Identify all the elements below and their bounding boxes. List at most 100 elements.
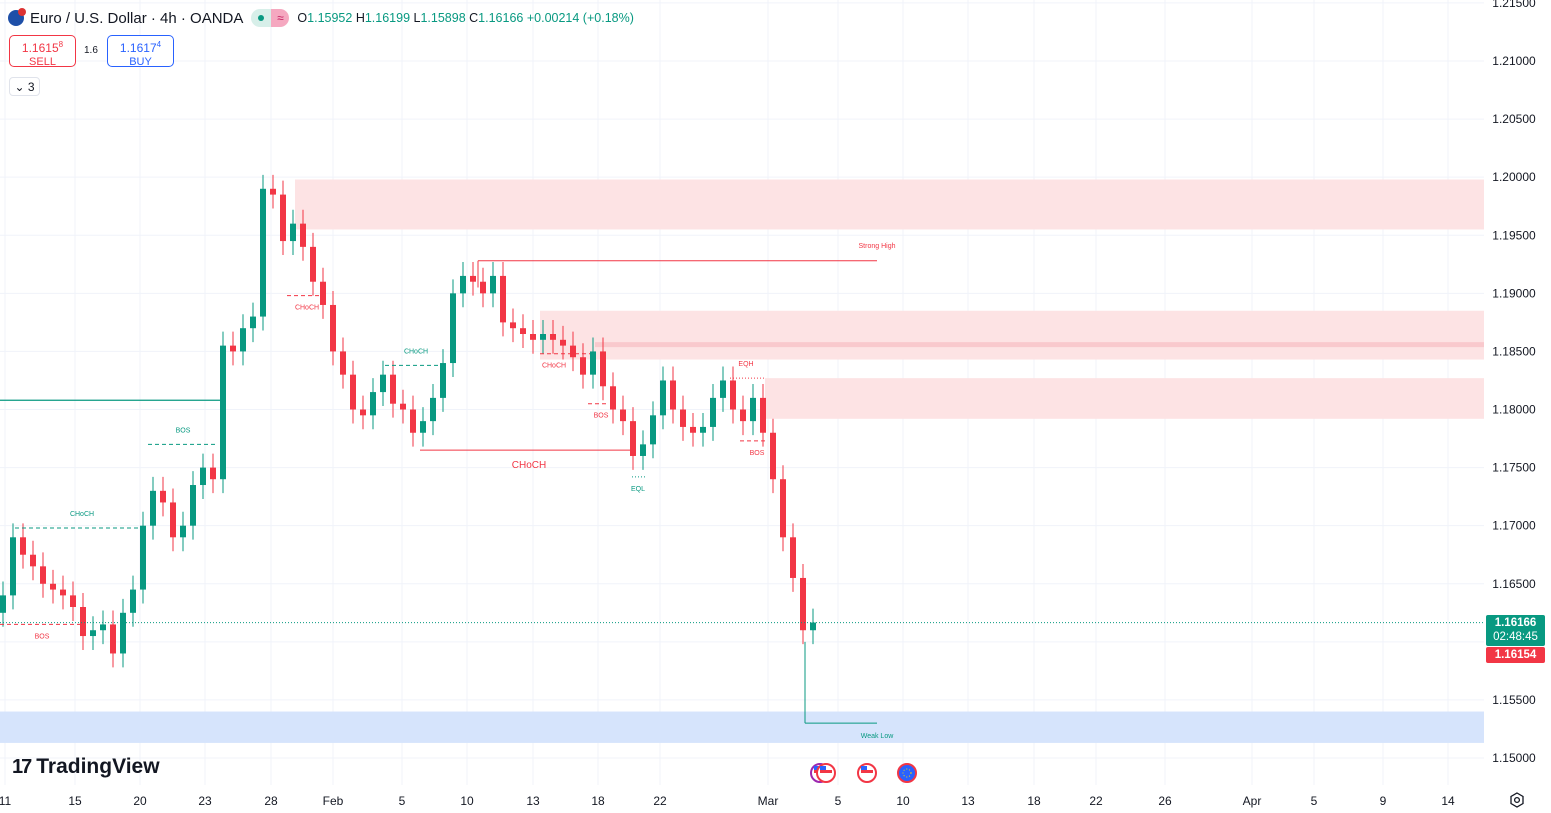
spread-value: 1.6: [84, 45, 98, 56]
flag-stripe: [820, 770, 832, 773]
price-tick-label: 1.15500: [1492, 693, 1536, 707]
tradingview-logo[interactable]: 17 TradingView: [12, 755, 160, 778]
zone-supply: [295, 179, 1484, 230]
time-tick-label: 10: [460, 794, 474, 808]
annotation-label: Strong High: [859, 243, 896, 250]
candle-body: [510, 322, 516, 329]
candle-body: [320, 281, 326, 305]
price-tick-label: 1.20500: [1492, 112, 1536, 126]
time-tick-label: Apr: [1243, 794, 1262, 808]
annotation-label: CHoCH: [404, 348, 428, 355]
candle-body: [690, 426, 696, 433]
candle-body: [100, 624, 106, 631]
candle-body: [540, 333, 546, 340]
eur-usd-flag-icon: [8, 8, 26, 26]
price-tick-label: 1.15000: [1492, 751, 1536, 765]
candle-body: [760, 397, 766, 433]
candle-body: [530, 333, 536, 340]
us-flag-icon[interactable]: [857, 763, 877, 783]
us-flag-icon[interactable]: [816, 763, 836, 783]
candle-body: [410, 409, 416, 433]
zone-demand: [0, 711, 1484, 743]
candle-body: [40, 566, 46, 584]
candle-body: [10, 537, 16, 596]
candle-body: [480, 281, 486, 294]
candle-body: [130, 589, 136, 613]
current-price-label: 1.16166 02:48:45: [1486, 615, 1545, 646]
candle-body: [150, 490, 156, 526]
zone-overlap: [595, 342, 1484, 348]
candle-body: [630, 421, 636, 456]
chevron-down-icon: ⌄: [14, 80, 25, 94]
time-tick-label: 23: [198, 794, 212, 808]
candle-body: [610, 386, 616, 410]
candle-body: [640, 444, 646, 456]
eu-flag-icon[interactable]: [897, 763, 917, 783]
time-tick-label: 15: [68, 794, 82, 808]
candle-body: [420, 421, 426, 433]
market-status[interactable]: ≈: [251, 9, 290, 27]
flag-canton: [814, 766, 820, 770]
annotation-label: BOS: [594, 413, 609, 420]
time-tick-label: 10: [896, 794, 910, 808]
candle-body: [350, 374, 356, 410]
event-circle: [897, 763, 917, 783]
candle-body: [720, 380, 726, 398]
candle-body: [750, 397, 756, 422]
time-tick-label: 9: [1380, 794, 1387, 808]
dot-icon: [251, 9, 272, 27]
change-value: +0.00214 (+0.18%): [526, 11, 634, 25]
zone-supply: [765, 378, 1484, 419]
candle-body: [70, 595, 76, 607]
price-tick-label: 1.16500: [1492, 577, 1536, 591]
annotation-label: EQL: [631, 486, 645, 493]
approx-icon: ≈: [271, 9, 290, 27]
candle-body: [300, 223, 306, 247]
candle-body: [340, 351, 346, 375]
candle-body: [660, 380, 666, 416]
candle-body: [600, 351, 606, 387]
bid-price-label: 1.16154: [1486, 647, 1545, 663]
sell-button[interactable]: 1.16158 SELL: [9, 35, 76, 68]
flag-canton: [861, 766, 867, 770]
indicators-toggle-button[interactable]: ⌄ 3: [9, 77, 40, 96]
candle-body: [200, 467, 206, 486]
candle-body: [790, 537, 796, 578]
time-tick-label: 13: [961, 794, 975, 808]
candle-body: [570, 345, 576, 358]
annotation-label: EQH: [738, 361, 753, 368]
time-tick-label: 22: [653, 794, 667, 808]
candle-body: [50, 583, 56, 590]
candle-body: [210, 467, 216, 480]
tv-logo-icon: 17: [12, 755, 32, 778]
annotation-label: CHoCH: [70, 511, 94, 518]
time-tick-label: 5: [1311, 794, 1318, 808]
candle-body: [390, 374, 396, 404]
candle-body: [230, 345, 236, 352]
candle-body: [240, 328, 246, 352]
candle-body: [680, 409, 686, 427]
bar-countdown: 02:48:45: [1493, 631, 1538, 643]
candle-body: [670, 380, 676, 410]
candle-body: [700, 426, 706, 433]
candle-body: [20, 537, 26, 555]
eu-stars: [902, 768, 912, 778]
buy-button[interactable]: 1.16174 BUY: [107, 35, 174, 68]
candle-body: [290, 223, 296, 242]
candle-body: [90, 630, 96, 637]
candle-body: [280, 194, 286, 242]
candle-body: [550, 333, 556, 340]
settings-icon[interactable]: [1509, 792, 1525, 808]
candle-body: [470, 275, 476, 282]
candle-body: [110, 624, 116, 654]
candle-body: [120, 612, 126, 654]
candle-body: [560, 339, 566, 346]
candle-body: [450, 293, 456, 364]
annotation-label: CHoCH: [295, 305, 319, 312]
symbol-title[interactable]: Euro / U.S. Dollar · 4h · OANDA: [30, 9, 244, 27]
price-tick-label: 1.19000: [1492, 286, 1536, 300]
annotation-label: BOS: [750, 450, 765, 457]
candle-body: [60, 589, 66, 596]
price-tick-label: 1.21500: [1492, 0, 1536, 10]
